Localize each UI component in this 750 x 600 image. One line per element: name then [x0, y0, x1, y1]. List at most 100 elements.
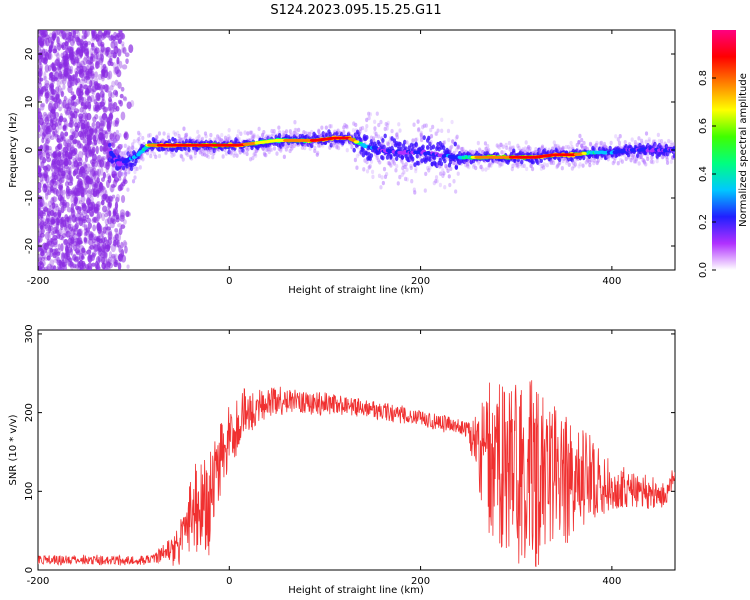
noise-speckle	[74, 222, 79, 230]
noise-speckle	[117, 48, 122, 57]
noise-speckle	[44, 80, 50, 86]
noise-speckle	[53, 67, 58, 74]
noise-speckle	[79, 186, 84, 195]
ridge-halo	[261, 146, 266, 152]
ridge-halo	[123, 171, 128, 177]
noise-speckle	[108, 251, 113, 259]
noise-speckle	[83, 237, 88, 245]
noise-speckle	[42, 111, 48, 117]
ridge-halo	[246, 146, 251, 151]
noise-speckle	[83, 228, 88, 233]
snr-series-line	[38, 380, 675, 568]
noise-speckle	[102, 84, 106, 90]
noise-speckle	[39, 151, 43, 161]
ridge-halo	[135, 138, 140, 143]
noise-speckle	[102, 145, 107, 152]
ridge-halo	[219, 137, 224, 143]
ridge-halo	[534, 146, 538, 152]
noise-speckle	[114, 90, 119, 98]
noise-speckle	[70, 58, 76, 65]
noise-speckle	[58, 99, 62, 105]
noise-speckle	[119, 32, 126, 40]
noise-speckle	[86, 190, 92, 199]
ridge-halo	[542, 165, 546, 170]
ridge-body	[454, 165, 459, 171]
noise-speckle	[107, 195, 113, 202]
noise-speckle	[61, 151, 67, 157]
ridge-halo	[141, 135, 145, 141]
noise-speckle	[42, 183, 47, 188]
ridge-halo	[564, 144, 568, 150]
ridge-halo	[350, 144, 354, 150]
ridge-halo	[434, 178, 438, 184]
ridge-halo	[551, 146, 555, 151]
noise-speckle	[69, 174, 74, 182]
ridge-halo	[581, 163, 585, 168]
ridge-halo	[499, 142, 503, 148]
ridge-halo	[223, 135, 228, 141]
ridge-halo	[140, 154, 144, 160]
noise-speckle	[125, 58, 129, 65]
ridge-halo	[419, 130, 423, 136]
ridge-halo	[416, 119, 420, 124]
noise-speckle	[49, 225, 54, 232]
noise-speckle	[62, 99, 67, 109]
ridge-body	[183, 146, 188, 151]
noise-speckle	[96, 188, 102, 194]
noise-speckle	[69, 261, 74, 266]
noise-speckle	[65, 32, 69, 40]
noise-speckle	[80, 78, 85, 87]
ridge-halo	[440, 128, 444, 134]
noise-speckle	[66, 97, 70, 106]
ridge-halo	[184, 134, 189, 139]
noise-speckle	[69, 261, 74, 268]
noise-speckle	[45, 265, 50, 270]
ridge-halo	[517, 145, 521, 151]
ridge-halo	[443, 185, 447, 190]
noise-speckle	[104, 213, 109, 218]
ridge-halo	[267, 134, 271, 139]
ridge-halo	[229, 151, 233, 156]
ridge-halo	[516, 164, 520, 169]
noise-speckle	[114, 238, 119, 245]
ridge-halo	[429, 127, 433, 133]
ridge-halo	[365, 123, 369, 129]
noise-speckle	[73, 129, 79, 139]
ridge-halo	[642, 159, 646, 164]
ridge-halo	[294, 131, 298, 137]
noise-speckle	[93, 48, 98, 56]
noise-speckle	[113, 45, 119, 55]
ridge-halo	[618, 134, 622, 139]
noise-speckle	[85, 263, 90, 270]
ridge-body	[310, 143, 314, 149]
ridge-halo	[365, 117, 369, 123]
noise-speckle	[107, 70, 113, 80]
noise-speckle	[44, 116, 50, 125]
ridge-halo	[644, 139, 648, 145]
noise-speckle	[40, 102, 46, 108]
noise-speckle	[40, 160, 45, 169]
noise-speckle	[95, 145, 99, 155]
noise-speckle	[50, 218, 56, 225]
ridge-body	[359, 137, 363, 143]
ridge-halo	[113, 169, 117, 174]
ridge-body	[400, 154, 405, 160]
snr-ylabel: SNR (10 * v/v)	[8, 414, 19, 485]
ridge-body	[453, 141, 457, 147]
noise-speckle	[58, 106, 62, 112]
ridge-body	[592, 146, 596, 152]
ridge-halo	[479, 164, 483, 170]
ridge-halo	[405, 140, 409, 145]
ridge-halo	[146, 133, 151, 138]
noise-speckle	[72, 36, 76, 44]
ridge-halo	[270, 128, 274, 134]
noise-speckle	[104, 218, 110, 226]
noise-speckle	[70, 187, 76, 196]
ridge-halo	[442, 140, 446, 146]
ridge-halo	[672, 142, 675, 147]
noise-speckle	[86, 64, 90, 71]
ridge-halo	[316, 150, 320, 156]
noise-speckle	[67, 85, 73, 94]
ridge-halo	[578, 133, 582, 139]
ridge-halo	[297, 127, 301, 133]
